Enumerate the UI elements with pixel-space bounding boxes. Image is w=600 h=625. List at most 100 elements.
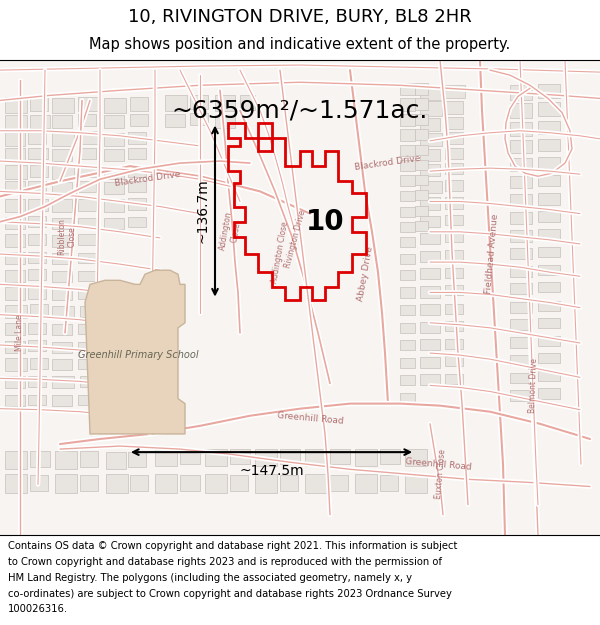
Bar	[538, 121, 560, 134]
Bar	[104, 199, 124, 212]
Bar	[78, 217, 96, 227]
Bar	[180, 476, 200, 491]
Bar	[104, 182, 124, 194]
Bar	[510, 230, 532, 242]
Bar	[510, 194, 532, 206]
Bar	[400, 270, 415, 281]
Bar	[80, 306, 100, 317]
Bar	[180, 449, 200, 464]
Bar	[5, 114, 27, 129]
Bar	[538, 247, 560, 257]
Bar	[280, 449, 300, 464]
Bar	[538, 139, 560, 151]
Bar	[28, 199, 48, 211]
Bar	[538, 389, 560, 399]
Bar	[445, 374, 463, 384]
Bar	[510, 122, 532, 136]
Bar	[5, 234, 25, 247]
Bar	[52, 288, 72, 299]
Bar	[52, 199, 72, 212]
Bar	[420, 233, 440, 244]
Bar	[330, 449, 350, 464]
Bar	[5, 288, 25, 299]
Bar	[52, 394, 72, 406]
Text: ~136.7m: ~136.7m	[196, 179, 210, 244]
Bar	[205, 449, 227, 466]
Bar	[538, 318, 560, 328]
Bar	[420, 132, 442, 146]
Bar	[400, 237, 415, 247]
Bar	[538, 229, 560, 240]
Bar	[5, 270, 25, 282]
Bar	[510, 373, 532, 383]
Bar	[155, 449, 177, 466]
Bar	[5, 474, 27, 492]
Bar	[28, 394, 46, 404]
Bar	[415, 98, 428, 109]
Bar	[510, 337, 532, 348]
Bar	[400, 358, 415, 368]
Bar	[28, 288, 46, 299]
Bar	[78, 359, 96, 369]
Bar	[30, 358, 48, 369]
Bar	[78, 114, 96, 126]
Bar	[52, 132, 74, 146]
Bar	[415, 160, 428, 170]
Bar	[5, 451, 27, 469]
Bar	[28, 148, 48, 159]
Bar	[52, 359, 72, 370]
Text: Blackrod Drive: Blackrod Drive	[115, 170, 181, 188]
Bar	[104, 114, 124, 128]
Bar	[28, 181, 46, 192]
Bar	[445, 286, 463, 296]
Text: Addington Close: Addington Close	[270, 221, 290, 284]
Text: Belmont Drive: Belmont Drive	[527, 358, 538, 413]
Bar	[165, 96, 187, 111]
Text: ~147.5m: ~147.5m	[239, 464, 304, 478]
Bar	[78, 234, 96, 245]
Bar	[55, 474, 77, 492]
Bar	[538, 84, 560, 98]
Bar	[510, 355, 532, 365]
Bar	[538, 282, 560, 292]
Bar	[445, 339, 463, 349]
Bar	[104, 132, 124, 146]
Bar	[400, 222, 415, 232]
Bar	[128, 217, 146, 227]
Bar	[52, 271, 72, 282]
Bar	[190, 112, 208, 124]
Bar	[380, 476, 398, 491]
Bar	[52, 98, 74, 112]
Bar	[400, 114, 415, 126]
Bar	[155, 474, 177, 492]
Bar	[510, 283, 532, 294]
Bar	[445, 163, 463, 174]
Bar	[445, 148, 463, 159]
Bar	[420, 286, 440, 298]
Bar	[510, 248, 532, 259]
Bar	[215, 96, 235, 111]
Bar	[538, 301, 560, 311]
Bar	[510, 212, 532, 224]
Text: Addington
Close: Addington Close	[218, 211, 244, 253]
Bar	[355, 449, 377, 466]
Bar	[305, 449, 327, 466]
Bar	[215, 114, 235, 128]
Text: Rivington Drive: Rivington Drive	[283, 209, 307, 269]
Bar	[415, 206, 428, 216]
Bar	[538, 211, 560, 222]
Bar	[400, 304, 415, 314]
Bar	[104, 98, 126, 112]
Text: Blackrod Drive: Blackrod Drive	[355, 154, 421, 172]
Bar	[28, 234, 46, 245]
Bar	[52, 324, 72, 335]
Bar	[104, 217, 124, 229]
Bar	[445, 117, 463, 129]
Bar	[128, 199, 146, 209]
Bar	[420, 322, 440, 333]
Bar	[5, 304, 27, 318]
Bar	[420, 198, 440, 209]
Bar	[104, 149, 124, 161]
Bar	[420, 216, 440, 227]
Text: Abbey Drive: Abbey Drive	[356, 246, 374, 302]
